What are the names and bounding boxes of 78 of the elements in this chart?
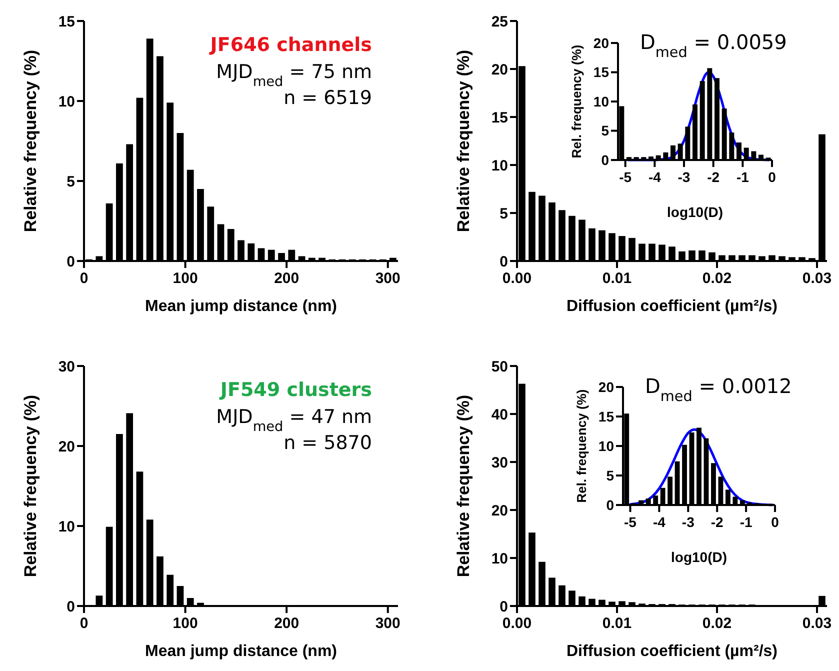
y-tick-label: 10	[58, 518, 75, 536]
y-tick-label: 20	[598, 378, 614, 395]
x-tick-label: 200	[274, 615, 300, 632]
y-tick-label: 30	[58, 358, 75, 376]
y-axis-title: Relative frequency (%)	[454, 394, 473, 578]
x-tick-label: 0.01	[602, 615, 632, 632]
y-tick-label: 15	[593, 64, 610, 80]
x-tick-label: 0.03	[802, 615, 832, 632]
annotation: MJD$_{med}$ = 47 nm	[216, 406, 372, 435]
x-axis-title: Diffusion coefficient (µm²/s)	[566, 298, 778, 315]
y-tick-label: 15	[491, 109, 508, 126]
y-tick-label: 10	[491, 157, 508, 174]
x-tick-label: -1	[736, 169, 750, 185]
y-tick-label: 25	[491, 13, 508, 30]
x-tick-label: 0.01	[602, 270, 632, 287]
x-tick-label: 0	[768, 169, 776, 185]
y-axis-title: Relative frequency (%)	[21, 50, 40, 232]
x-tick-label: -2	[710, 514, 724, 530]
annotation: n = 5870	[284, 432, 372, 454]
y-tick-label: 15	[58, 13, 75, 30]
y-tick-label: 0	[66, 253, 75, 270]
y-tick-label: 20	[491, 61, 508, 78]
y-tick-label: 10	[598, 438, 614, 454]
y-tick-label: 20	[593, 34, 610, 51]
y-tick-label: 15	[598, 408, 614, 424]
x-tick-label: -4	[648, 169, 662, 185]
x-tick-label: -3	[678, 169, 690, 185]
x-tick-label: 100	[172, 615, 198, 632]
y-tick-label: 5	[606, 467, 614, 484]
x-tick-label: 100	[172, 270, 198, 287]
annotation: MJD$_{med}$ = 75 nm	[216, 61, 372, 90]
y-tick-label: 0	[601, 152, 610, 168]
annotation: n = 6519	[284, 87, 372, 109]
y-tick-label: 20	[58, 438, 75, 456]
x-tick-label: 200	[274, 270, 300, 287]
x-tick-label: -5	[624, 514, 637, 530]
y-tick-label: 20	[491, 502, 508, 520]
text: JF549 clusters	[218, 379, 372, 401]
y-axis-title: Relative frequency (%)	[454, 50, 473, 232]
x-tick-label: -3	[682, 514, 695, 530]
y-tick-label: 10	[593, 93, 610, 110]
y-tick-label: 30	[491, 454, 508, 472]
y-axis-title: Rel. frequency (%)	[574, 389, 589, 503]
y-tick-label: 0	[606, 496, 614, 513]
x-tick-label: 0	[80, 270, 88, 287]
x-tick-label: -1	[740, 514, 752, 530]
x-tick-label: -2	[707, 169, 720, 185]
text: JF646 channels	[208, 34, 372, 56]
y-tick-label: 0	[500, 598, 508, 616]
x-tick-label: -4	[652, 514, 666, 530]
y-tick-label: 10	[491, 550, 508, 568]
x-tick-label: 0.02	[702, 615, 732, 632]
y-tick-label: 10	[58, 93, 75, 110]
x-tick-label: 0.03	[802, 270, 832, 287]
y-tick-label: 0	[500, 253, 508, 270]
x-tick-label: 300	[375, 615, 400, 632]
annotation: D$_{med}$ = 0.0059	[640, 30, 787, 61]
x-tick-label: 300	[375, 270, 400, 287]
y-axis-title: Relative frequency (%)	[21, 394, 40, 578]
y-tick-label: 5	[500, 205, 508, 222]
x-axis-title: Mean jump distance (nm)	[144, 643, 338, 660]
y-tick-label: 5	[601, 122, 610, 139]
y-tick-label: 40	[491, 406, 508, 424]
x-tick-label: 0.00	[502, 270, 532, 287]
x-tick-label: 0	[80, 615, 88, 632]
y-tick-label: 0	[66, 598, 75, 616]
y-axis-title: Rel. frequency (%)	[569, 44, 584, 158]
x-tick-label: 0.00	[502, 615, 532, 632]
x-axis-title: log10(D)	[671, 549, 727, 565]
x-tick-label: -5	[619, 169, 632, 185]
x-axis-title: log10(D)	[667, 204, 723, 220]
x-tick-label: 0	[771, 514, 780, 530]
y-tick-label: 5	[66, 173, 75, 190]
x-tick-label: 0.02	[702, 270, 732, 287]
annotation: D$_{med}$ = 0.0012	[645, 374, 792, 405]
y-tick-label: 50	[491, 358, 508, 376]
x-axis-title: Diffusion coefficient (µm²/s)	[566, 643, 778, 660]
x-axis-title: Mean jump distance (nm)	[144, 298, 338, 315]
